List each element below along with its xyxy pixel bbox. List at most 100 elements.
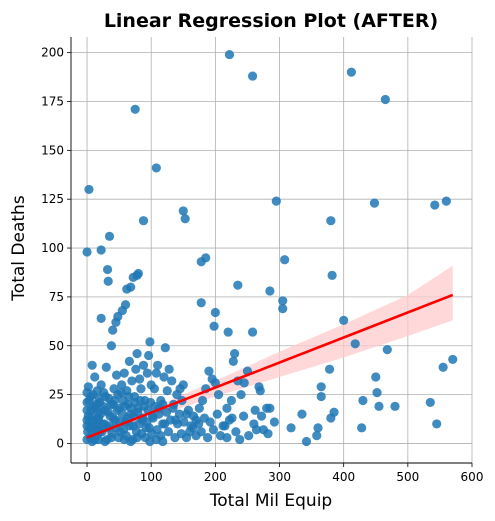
data-point: [339, 315, 349, 325]
data-point: [230, 348, 240, 359]
y-tick-label: 125: [41, 192, 64, 206]
x-axis-label: Total Mil Equip: [209, 491, 332, 511]
data-point: [160, 343, 170, 353]
data-point: [286, 423, 296, 433]
data-point: [244, 431, 254, 441]
data-point: [174, 409, 185, 419]
data-point: [159, 372, 169, 382]
data-point: [357, 423, 367, 433]
data-point: [312, 431, 322, 441]
data-point: [120, 300, 131, 310]
y-tick-label: 25: [49, 388, 64, 402]
data-point: [124, 391, 134, 402]
data-point: [133, 268, 143, 279]
data-point: [371, 372, 381, 382]
data-point: [247, 327, 258, 337]
grid-lines: [71, 37, 473, 463]
x-tick-label: 600: [461, 470, 484, 484]
data-point: [194, 419, 204, 429]
data-point: [132, 348, 142, 359]
data-point: [138, 360, 149, 370]
axes: [67, 37, 473, 467]
x-tick-label: 300: [268, 470, 291, 484]
data-point: [262, 403, 272, 413]
data-point: [106, 432, 117, 443]
data-point: [250, 405, 260, 415]
data-point: [316, 391, 326, 402]
data-point: [263, 429, 273, 439]
data-point: [138, 216, 149, 226]
data-point: [164, 364, 174, 374]
data-point: [101, 362, 111, 372]
data-point: [102, 264, 113, 275]
data-point: [194, 403, 204, 413]
data-point: [390, 401, 400, 411]
data-point: [188, 411, 199, 421]
data-point: [301, 436, 312, 447]
data-point: [316, 382, 326, 392]
data-point: [438, 362, 448, 372]
data-point: [110, 395, 120, 406]
data-point: [358, 395, 368, 406]
data-point: [132, 432, 142, 443]
data-point: [127, 376, 137, 386]
data-point: [448, 354, 458, 365]
data-point: [382, 345, 392, 355]
data-point: [432, 419, 442, 429]
data-point: [96, 313, 106, 323]
data-point: [162, 386, 172, 396]
data-point: [254, 382, 264, 392]
data-point: [82, 247, 92, 257]
data-point: [233, 280, 243, 290]
data-point: [131, 364, 141, 374]
y-tick-label: 75: [49, 290, 64, 304]
data-point: [91, 399, 101, 409]
data-point: [297, 409, 307, 419]
data-point: [213, 390, 224, 400]
data-point: [172, 390, 182, 400]
data-point: [430, 200, 440, 210]
data-point: [119, 368, 129, 378]
data-point: [108, 325, 118, 335]
y-axis-label: Total Deaths: [9, 195, 29, 302]
data-point: [104, 231, 115, 241]
data-point: [223, 327, 233, 337]
data-point: [142, 368, 152, 378]
data-point: [151, 368, 161, 378]
data-point: [111, 370, 122, 380]
data-point: [326, 216, 336, 226]
data-point: [150, 401, 160, 411]
data-point: [158, 436, 168, 447]
data-point: [126, 282, 136, 292]
data-point: [209, 321, 219, 331]
data-point: [313, 423, 323, 433]
data-point: [235, 434, 245, 445]
data-point: [165, 415, 176, 425]
data-point: [205, 417, 215, 427]
data-point: [326, 413, 336, 423]
data-point: [84, 184, 94, 195]
data-point: [425, 397, 435, 408]
data-point: [280, 255, 290, 265]
data-point: [238, 411, 249, 421]
y-tick-label: 150: [41, 143, 64, 157]
data-point: [82, 397, 92, 408]
x-tick-label: 0: [83, 470, 91, 484]
data-point: [197, 395, 208, 406]
data-point: [103, 276, 113, 286]
data-point: [278, 304, 288, 314]
y-tick-label: 175: [41, 94, 64, 108]
data-point: [269, 417, 279, 427]
data-point: [201, 253, 211, 263]
data-point: [369, 198, 380, 208]
data-point: [196, 298, 206, 308]
data-point: [196, 427, 206, 437]
data-point: [265, 286, 275, 296]
data-point: [144, 350, 154, 361]
y-tick-label: 200: [41, 46, 64, 60]
data-point: [441, 196, 451, 206]
data-point: [212, 409, 222, 419]
data-point: [145, 337, 155, 347]
data-point: [124, 356, 134, 366]
